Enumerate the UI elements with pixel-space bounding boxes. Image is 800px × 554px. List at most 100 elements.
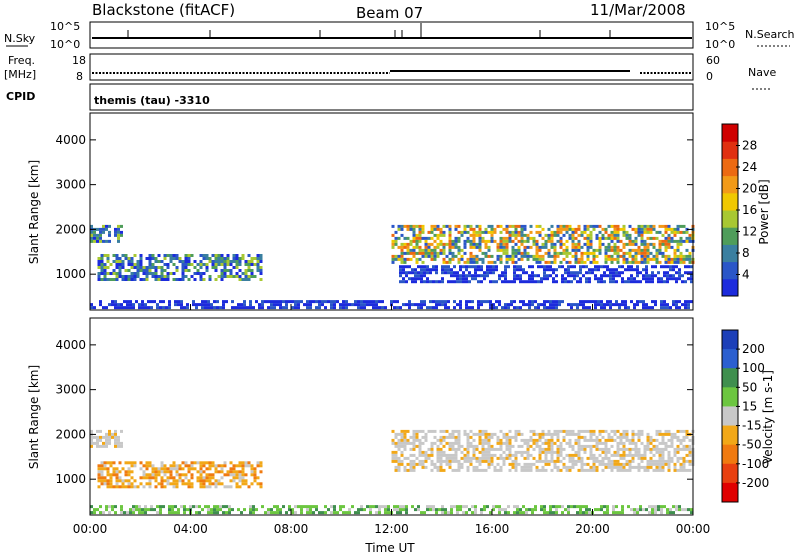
data-cell <box>515 460 518 463</box>
data-cell <box>198 511 201 514</box>
data-cell <box>560 243 563 246</box>
data-cell <box>629 454 632 457</box>
data-cell <box>218 260 221 263</box>
data-cell <box>455 469 458 472</box>
data-cell <box>657 277 660 280</box>
data-cell <box>477 303 480 306</box>
data-cell <box>158 278 161 281</box>
data-cell <box>561 265 564 268</box>
data-cell <box>218 254 221 257</box>
data-cell <box>566 469 569 472</box>
data-cell <box>390 300 393 303</box>
data-cell <box>422 249 425 252</box>
data-cell <box>653 255 656 258</box>
data-cell <box>360 505 363 508</box>
data-cell <box>113 254 116 257</box>
data-cell <box>599 240 602 243</box>
data-cell <box>581 252 584 255</box>
data-cell <box>417 265 420 268</box>
data-cell <box>500 240 503 243</box>
data-cell <box>638 234 641 237</box>
data-cell <box>131 470 134 473</box>
data-cell <box>518 225 521 228</box>
data-cell <box>509 445 512 448</box>
data-cell <box>152 257 155 260</box>
data-cell <box>608 436 611 439</box>
data-cell <box>479 457 482 460</box>
data-cell <box>339 505 342 508</box>
data-cell <box>398 237 401 240</box>
data-cell <box>117 225 120 228</box>
data-cell <box>245 479 248 482</box>
data-cell <box>114 511 117 514</box>
data-cell <box>647 439 650 442</box>
data-cell <box>375 306 378 309</box>
data-cell <box>512 258 515 261</box>
data-cell <box>149 263 152 266</box>
data-cell <box>539 231 542 234</box>
data-cell <box>203 461 206 464</box>
data-cell <box>587 439 590 442</box>
data-cell <box>404 237 407 240</box>
data-cell <box>533 457 536 460</box>
data-cell <box>161 269 164 272</box>
colorbar-swatch <box>722 426 738 446</box>
data-cell <box>587 255 590 258</box>
data-cell <box>399 306 402 309</box>
data-cell <box>162 505 165 508</box>
data-cell <box>104 278 107 281</box>
data-cell <box>221 254 224 257</box>
data-cell <box>572 237 575 240</box>
data-cell <box>491 240 494 243</box>
data-cell <box>578 439 581 442</box>
data-cell <box>617 454 620 457</box>
data-cell <box>230 473 233 476</box>
data-cell <box>569 228 572 231</box>
data-cell <box>132 505 135 508</box>
data-cell <box>572 246 575 249</box>
data-cell <box>530 436 533 439</box>
data-cell <box>203 464 206 467</box>
data-cell <box>242 470 245 473</box>
data-cell <box>599 430 602 433</box>
data-cell <box>188 278 191 281</box>
data-cell <box>437 469 440 472</box>
data-cell <box>611 234 614 237</box>
data-cell <box>611 249 614 252</box>
data-cell <box>435 280 438 283</box>
data-cell <box>515 237 518 240</box>
data-cell <box>476 243 479 246</box>
data-cell <box>422 436 425 439</box>
data-cell <box>506 252 509 255</box>
data-cell <box>417 508 420 511</box>
data-cell <box>110 473 113 476</box>
data-cell <box>578 243 581 246</box>
data-cell <box>177 511 180 514</box>
data-cell <box>665 463 668 466</box>
data-cell <box>449 252 452 255</box>
data-cell <box>398 246 401 249</box>
data-cell <box>267 306 270 309</box>
data-cell <box>176 269 179 272</box>
data-cell <box>488 240 491 243</box>
data-cell <box>545 240 548 243</box>
data-cell <box>452 252 455 255</box>
data-cell <box>188 263 191 266</box>
data-cell <box>548 228 551 231</box>
data-cell <box>483 505 486 508</box>
data-cell <box>395 445 398 448</box>
data-cell <box>611 469 614 472</box>
data-cell <box>149 464 152 467</box>
data-cell <box>438 508 441 511</box>
data-cell <box>482 258 485 261</box>
data-cell <box>458 469 461 472</box>
data-cell <box>423 300 426 303</box>
data-cell <box>678 274 681 277</box>
data-cell <box>621 280 624 283</box>
data-cell <box>348 511 351 514</box>
data-cell <box>542 228 545 231</box>
data-cell <box>623 436 626 439</box>
data-cell <box>452 255 455 258</box>
data-cell <box>476 231 479 234</box>
data-cell <box>638 228 641 231</box>
